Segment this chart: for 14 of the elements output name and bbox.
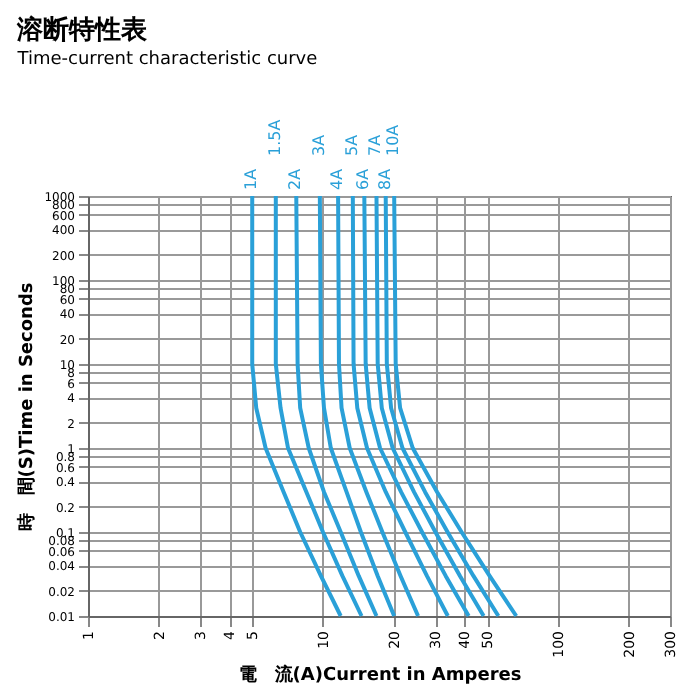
text: 6A — [354, 167, 373, 190]
chart-subtitle: Time-current characteristic curve — [15, 49, 319, 70]
text: 10A — [384, 123, 403, 156]
text: 1A — [242, 167, 261, 190]
text: 2A — [286, 167, 305, 190]
y-axis-title: 時 間(S)Time in Seconds — [16, 282, 39, 532]
text: 7A — [366, 133, 385, 156]
text: 5A — [342, 133, 361, 156]
text: 3A — [309, 133, 328, 156]
text: 4A — [328, 167, 347, 190]
x-axis-title: 電 流(A)Current in Amperes — [238, 663, 522, 686]
text: 1.5A — [265, 118, 284, 156]
chart-title: 溶断特性表 — [15, 13, 150, 46]
text: 8A — [375, 167, 394, 190]
